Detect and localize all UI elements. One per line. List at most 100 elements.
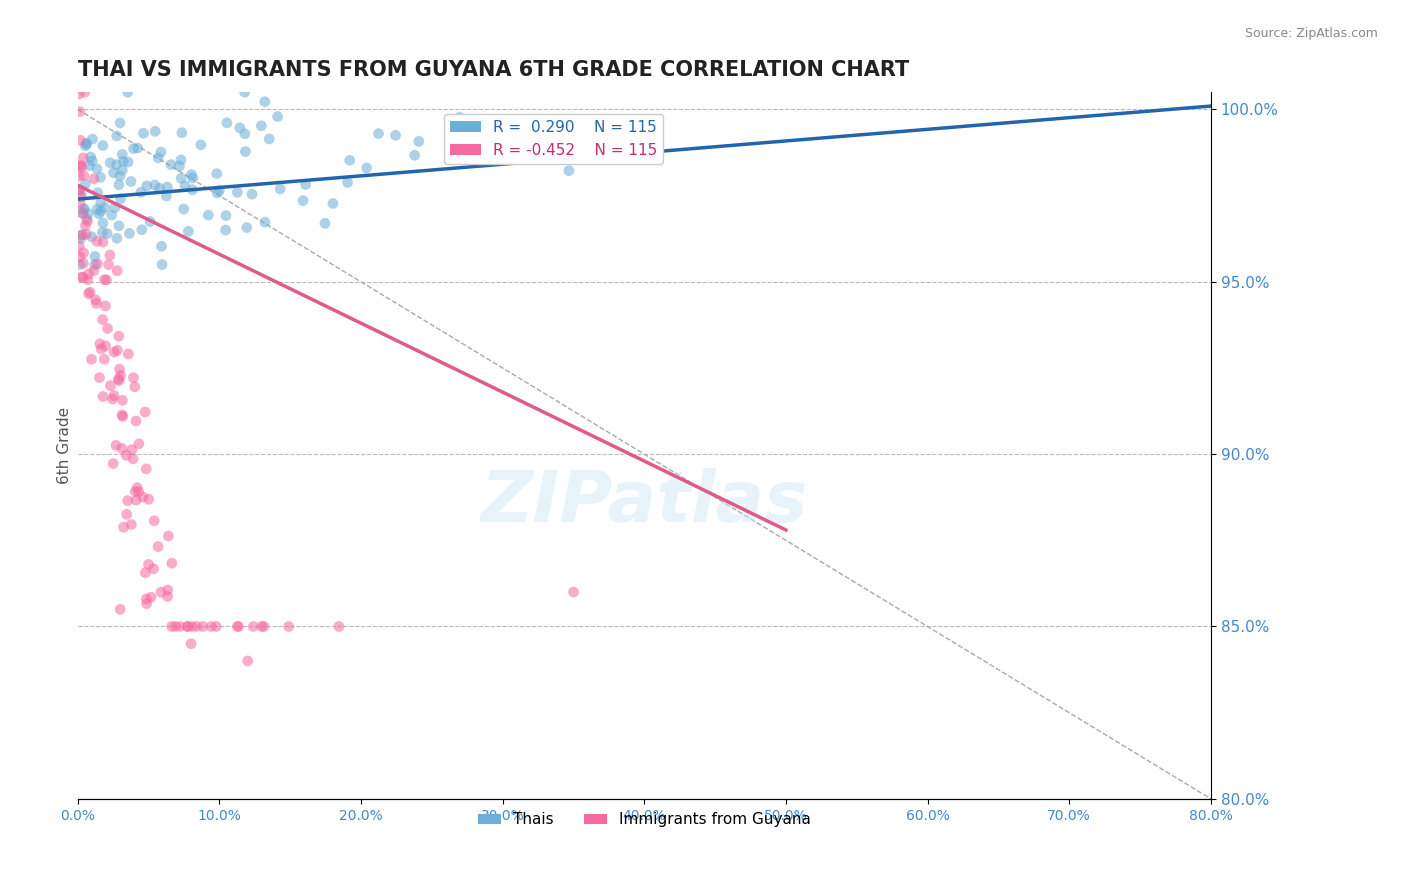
Immigrants from Guyana (128, 484, 150, 499)
Immigrants from Guyana (176, 619, 198, 633)
Immigrants from Guyana (69, 133, 91, 147)
Immigrants from Guyana (120, 517, 142, 532)
Thais (150, 239, 173, 253)
Immigrants from Guyana (94, 339, 117, 353)
Thais (84, 249, 107, 263)
Thais (91, 226, 114, 240)
Immigrants from Guyana (122, 451, 145, 466)
Immigrants from Guyana (135, 591, 157, 606)
Thais (215, 116, 238, 130)
Thais (170, 153, 193, 167)
Thais (77, 207, 100, 221)
Thais (449, 111, 471, 125)
Immigrants from Guyana (150, 585, 173, 599)
Thais (111, 163, 134, 178)
Point (236, 654, 259, 668)
Immigrants from Guyana (89, 336, 111, 351)
Thais (135, 178, 157, 193)
Immigrants from Guyana (77, 267, 100, 281)
Thais (208, 184, 231, 198)
Immigrants from Guyana (128, 437, 150, 451)
Thais (226, 186, 249, 200)
Thais (82, 132, 104, 146)
Thais (236, 220, 259, 235)
Thais (82, 153, 104, 168)
Thais (294, 178, 316, 192)
Thais (250, 119, 273, 133)
Thais (120, 174, 142, 188)
Thais (105, 128, 128, 143)
Thais (384, 128, 406, 143)
Immigrants from Guyana (76, 272, 98, 286)
Thais (90, 196, 112, 211)
Immigrants from Guyana (328, 619, 350, 633)
Immigrants from Guyana (242, 619, 264, 633)
Immigrants from Guyana (121, 442, 143, 457)
Immigrants from Guyana (101, 392, 124, 406)
Thais (96, 227, 118, 241)
Thais (181, 171, 204, 186)
Immigrants from Guyana (79, 285, 101, 300)
Immigrants from Guyana (80, 352, 103, 367)
Immigrants from Guyana (69, 104, 91, 119)
Thais (72, 202, 94, 216)
Immigrants from Guyana (250, 619, 273, 633)
Thais (86, 186, 108, 200)
Legend: Thais, Immigrants from Guyana: Thais, Immigrants from Guyana (471, 806, 817, 834)
Thais (197, 208, 219, 222)
Thais (70, 227, 93, 242)
Thais (105, 158, 128, 172)
Thais (150, 258, 173, 272)
Immigrants from Guyana (138, 492, 160, 507)
Immigrants from Guyana (125, 414, 148, 428)
Thais (91, 138, 114, 153)
Immigrants from Guyana (91, 235, 114, 249)
Immigrants from Guyana (89, 370, 111, 384)
Thais (233, 127, 256, 141)
Thais (127, 141, 149, 155)
Immigrants from Guyana (139, 590, 162, 604)
Immigrants from Guyana (160, 556, 183, 570)
Thais (83, 258, 105, 272)
Point (562, 585, 585, 599)
Thais (229, 120, 252, 135)
Thais (70, 190, 93, 204)
Point (138, 558, 160, 572)
Immigrants from Guyana (127, 481, 149, 495)
Y-axis label: 6th Grade: 6th Grade (58, 407, 72, 484)
Immigrants from Guyana (111, 442, 134, 456)
Thais (336, 176, 359, 190)
Immigrants from Guyana (143, 514, 166, 528)
Thais (117, 155, 139, 169)
Thais (148, 181, 170, 195)
Thais (143, 124, 166, 138)
Thais (100, 208, 122, 222)
Thais (266, 110, 288, 124)
Thais (129, 186, 152, 200)
Immigrants from Guyana (77, 286, 100, 301)
Immigrants from Guyana (186, 619, 208, 633)
Thais (173, 202, 195, 216)
Immigrants from Guyana (72, 245, 94, 260)
Thais (253, 215, 276, 229)
Thais (177, 224, 200, 238)
Thais (67, 183, 90, 197)
Immigrants from Guyana (111, 409, 134, 424)
Immigrants from Guyana (115, 448, 138, 462)
Immigrants from Guyana (91, 312, 114, 326)
Immigrants from Guyana (70, 270, 93, 285)
Immigrants from Guyana (108, 362, 131, 376)
Immigrants from Guyana (96, 273, 118, 287)
Thais (207, 186, 229, 200)
Immigrants from Guyana (86, 235, 108, 249)
Immigrants from Guyana (160, 619, 183, 633)
Thais (76, 137, 98, 152)
Immigrants from Guyana (105, 343, 128, 358)
Thais (257, 132, 280, 146)
Immigrants from Guyana (83, 171, 105, 186)
Immigrants from Guyana (156, 582, 179, 597)
Immigrants from Guyana (124, 380, 146, 394)
Thais (356, 161, 378, 175)
Immigrants from Guyana (69, 183, 91, 197)
Immigrants from Guyana (134, 566, 156, 580)
